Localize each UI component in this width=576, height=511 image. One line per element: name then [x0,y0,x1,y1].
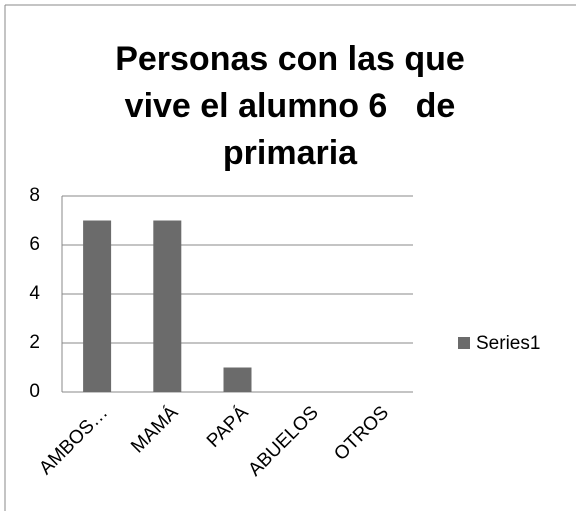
y-tick-label: 6 [29,234,40,255]
y-tick-label: 4 [29,283,40,304]
legend-swatch [458,337,470,349]
bar [153,220,182,392]
x-tick-label: OTROS [330,402,393,465]
y-tick-label: 8 [29,185,40,206]
y-tick-label: 2 [29,332,40,353]
x-tick-label: PAPÁ [203,402,253,452]
bar [223,367,252,392]
x-tick-label: ABUELOS [244,402,322,480]
x-tick-label: MAMÁ [127,402,182,457]
chart-title: Personas con las que vive el alumno 6 de… [115,40,475,172]
x-tick-label: AMBOS… [35,402,112,479]
bar [83,220,112,392]
y-tick-label: 0 [29,381,40,402]
legend-label: Series1 [476,333,540,354]
